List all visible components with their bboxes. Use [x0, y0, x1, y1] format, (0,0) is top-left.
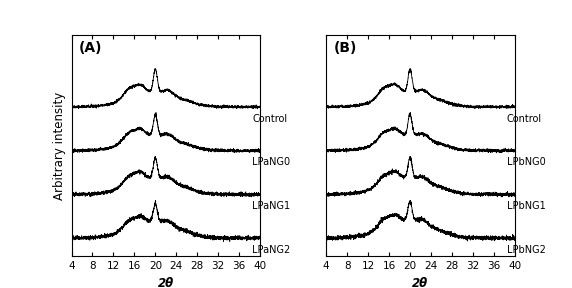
Y-axis label: Arbitrary intensity: Arbitrary intensity [53, 91, 66, 200]
Text: Control: Control [252, 113, 287, 124]
Text: (B): (B) [333, 41, 357, 55]
Text: LPaNG2: LPaNG2 [252, 245, 291, 255]
Text: Control: Control [507, 113, 542, 124]
Text: LPaNG0: LPaNG0 [252, 157, 291, 167]
Text: LPaNG1: LPaNG1 [252, 201, 291, 211]
Text: LPbNG1: LPbNG1 [507, 201, 546, 211]
X-axis label: 2θ: 2θ [412, 277, 428, 288]
Text: LPbNG2: LPbNG2 [507, 245, 546, 255]
Text: LPbNG0: LPbNG0 [507, 157, 546, 167]
X-axis label: 2θ: 2θ [158, 277, 174, 288]
Text: (A): (A) [79, 41, 102, 55]
